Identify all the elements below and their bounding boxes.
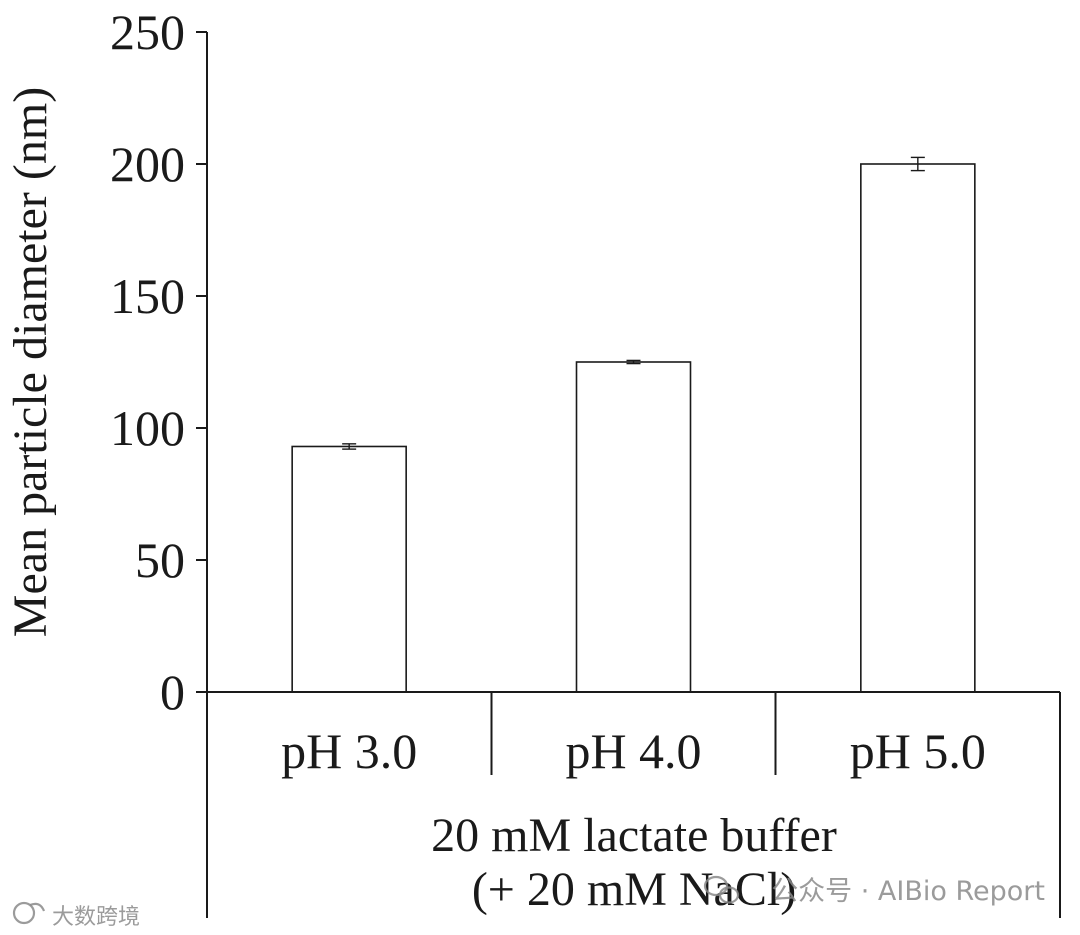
y-tick-label: 200 <box>110 136 185 192</box>
bar-ph-3-0 <box>291 445 407 693</box>
watermark-right: 公众号 · AIBio Report <box>703 875 1045 907</box>
brand-logo-icon <box>12 901 46 925</box>
y-axis-title: Mean particle diameter (nm) <box>4 87 57 637</box>
category-dividers <box>490 692 777 775</box>
category-label-ph-5-0: pH 5.0 <box>850 723 986 779</box>
y-tick-label: 250 <box>110 4 185 60</box>
y-ticks-group: 0 50 100 150 200 250 <box>110 4 207 720</box>
wechat-icon <box>703 875 740 904</box>
y-tick-label: 50 <box>135 532 185 588</box>
bars-group <box>291 163 976 693</box>
error-bars-group <box>342 156 925 450</box>
y-tick-label: 100 <box>110 400 185 456</box>
y-tick-label: 0 <box>160 664 185 720</box>
category-label-ph-3-0: pH 3.0 <box>281 723 417 779</box>
watermark-left: 大数跨境 <box>12 901 140 930</box>
bar-ph-4-0 <box>575 361 692 693</box>
category-label-ph-4-0: pH 4.0 <box>565 723 701 779</box>
category-labels-group: pH 3.0 pH 4.0 pH 5.0 <box>281 723 986 779</box>
category-group-label-line-1: 20 mM lactate buffer <box>431 809 837 862</box>
category-group-label-line-2: (+ 20 mM NaCl) <box>472 863 796 916</box>
bar-ph-5-0 <box>860 163 976 693</box>
y-tick-label: 150 <box>110 268 185 324</box>
watermark-right-text: 公众号 · AIBio Report <box>771 876 1045 907</box>
watermark-left-text: 大数跨境 <box>52 905 140 930</box>
